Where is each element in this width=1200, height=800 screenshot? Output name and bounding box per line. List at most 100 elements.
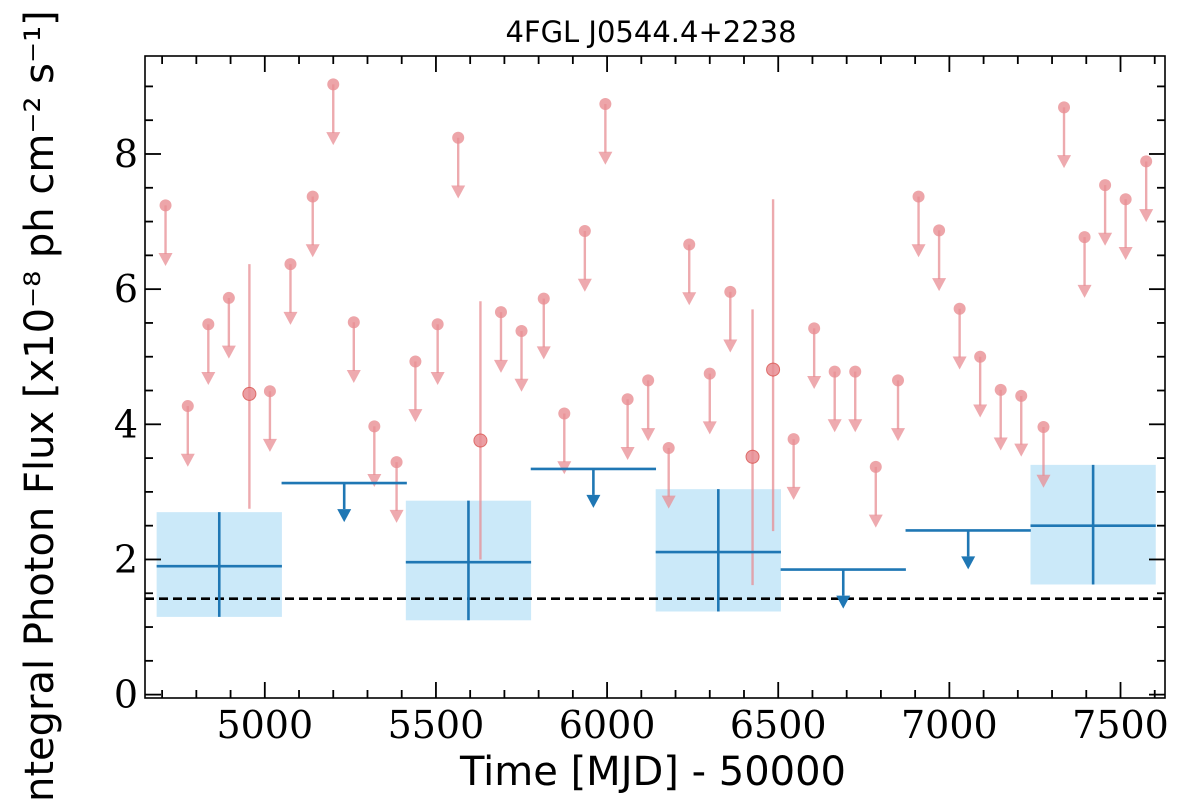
upper-limit-arrowhead (848, 419, 863, 433)
short-bin-marker (933, 224, 946, 237)
short-bin-marker (390, 456, 403, 469)
short-bin-marker (181, 400, 194, 413)
chart-title: 4FGL J0544.4+2238 (505, 15, 796, 49)
short-bin-upper-limit (221, 291, 236, 359)
upper-limit-arrowhead (620, 447, 635, 461)
short-bin-detection (473, 301, 488, 560)
short-bin-marker (222, 291, 235, 304)
short-bin-marker (452, 131, 465, 144)
short-bin-marker (202, 318, 215, 331)
short-bin-upper-limit (180, 400, 195, 467)
short-bin-marker (724, 285, 737, 298)
short-bin-upper-limit (557, 407, 572, 475)
y-tick-label: 8 (114, 132, 138, 176)
long-bin-upper-limit (780, 568, 906, 609)
detection-marker (473, 433, 488, 448)
short-bin-upper-limit (305, 190, 320, 258)
short-bin-upper-limit (201, 318, 216, 385)
short-bin-marker (515, 325, 528, 338)
upper-limit-arrowhead (408, 409, 423, 423)
short-bin-upper-limit (911, 190, 926, 258)
short-bin-upper-limit (1036, 421, 1051, 488)
upper-limit-arrowhead (346, 369, 361, 383)
upper-limit-arrowhead (1057, 155, 1072, 169)
short-bin-upper-limit (158, 199, 173, 267)
short-bin-upper-limit (1077, 231, 1092, 298)
upper-limit-arrowhead (682, 292, 697, 306)
short-bin-marker (409, 355, 422, 368)
long-bin-detection (405, 500, 532, 621)
upper-limit-arrowhead (1014, 443, 1029, 457)
short-bin-upper-limit (408, 355, 423, 423)
short-bin-marker (558, 407, 571, 420)
short-bin-upper-limit (1118, 193, 1133, 260)
short-bin-marker (642, 374, 655, 387)
y-axis-label: Integral Photon Flux [x10⁻⁸ ph cm⁻² s⁻¹] (17, 10, 63, 800)
upper-limit-arrowhead (514, 378, 529, 392)
short-bin-upper-limit (661, 441, 676, 509)
short-bin-detection (242, 264, 257, 509)
upper-limit-arrowhead (932, 278, 947, 292)
x-tick-label: 5000 (216, 703, 313, 747)
short-bin-upper-limit (848, 365, 863, 433)
upper-limit-arrowhead (493, 359, 508, 373)
upper-limit-arrowhead (1098, 232, 1113, 246)
short-bin-upper-limit (493, 306, 508, 373)
short-bin-marker (849, 365, 862, 378)
upper-limit-arrowhead (952, 356, 967, 370)
short-bin-marker (1078, 231, 1091, 244)
short-bin-upper-limit (430, 318, 445, 385)
short-bin-detection (745, 309, 760, 586)
short-bin-marker (621, 393, 634, 406)
upper-limit-arrowhead (305, 244, 320, 258)
short-bin-marker (1037, 421, 1050, 434)
short-bin-upper-limit (1014, 389, 1029, 457)
short-bin-upper-limit (514, 325, 529, 392)
short-bin-marker (537, 292, 550, 305)
short-bin-marker (662, 441, 675, 454)
short-bin-marker (953, 302, 966, 315)
short-bin-marker (683, 238, 696, 251)
long-bin-upper-limit (281, 481, 407, 523)
short-bin-upper-limit (577, 225, 592, 292)
short-bin-marker (431, 318, 444, 331)
short-bin-upper-limit (1057, 101, 1072, 169)
short-bin-marker (828, 365, 841, 378)
upper-limit-arrowhead (661, 495, 676, 509)
short-bin-upper-limit (932, 224, 947, 292)
long-bin-detection (156, 512, 282, 617)
x-tick-label: 7500 (1072, 703, 1169, 747)
detection-marker (766, 362, 781, 377)
short-bin-marker (1099, 179, 1112, 192)
long-bin-detection (1030, 464, 1156, 585)
short-bin-upper-limit (451, 131, 466, 199)
upper-limit-arrowhead (326, 132, 341, 146)
short-bin-marker (159, 199, 172, 212)
short-bin-upper-limit (827, 365, 842, 433)
short-bin-marker (1015, 389, 1028, 402)
x-tick-label: 6500 (730, 703, 827, 747)
short-bin-marker (974, 350, 987, 363)
short-bin-marker (599, 97, 612, 110)
short-bin-marker (494, 306, 507, 319)
short-bin-upper-limit (283, 258, 298, 325)
short-bin-upper-limit (367, 420, 382, 488)
short-bin-marker (306, 190, 319, 203)
upper-limit-arrowhead (262, 438, 277, 452)
upper-limit-arrowhead (221, 345, 236, 359)
long-bin-ul-arrowhead (961, 556, 976, 570)
upper-limit-arrowhead (911, 244, 926, 258)
short-bin-marker (912, 190, 925, 203)
short-bin-upper-limit (952, 302, 967, 370)
upper-limit-arrowhead (577, 278, 592, 292)
short-bin-upper-limit (536, 292, 551, 360)
short-bin-upper-limit (786, 433, 801, 500)
upper-limit-arrowhead (536, 346, 551, 360)
upper-limit-arrowhead (973, 404, 988, 418)
x-tick-label: 5500 (388, 703, 485, 747)
upper-limit-arrowhead (641, 428, 656, 442)
short-bin-marker (869, 460, 882, 473)
upper-limit-arrowhead (1077, 284, 1092, 298)
short-bin-upper-limit (262, 385, 277, 452)
